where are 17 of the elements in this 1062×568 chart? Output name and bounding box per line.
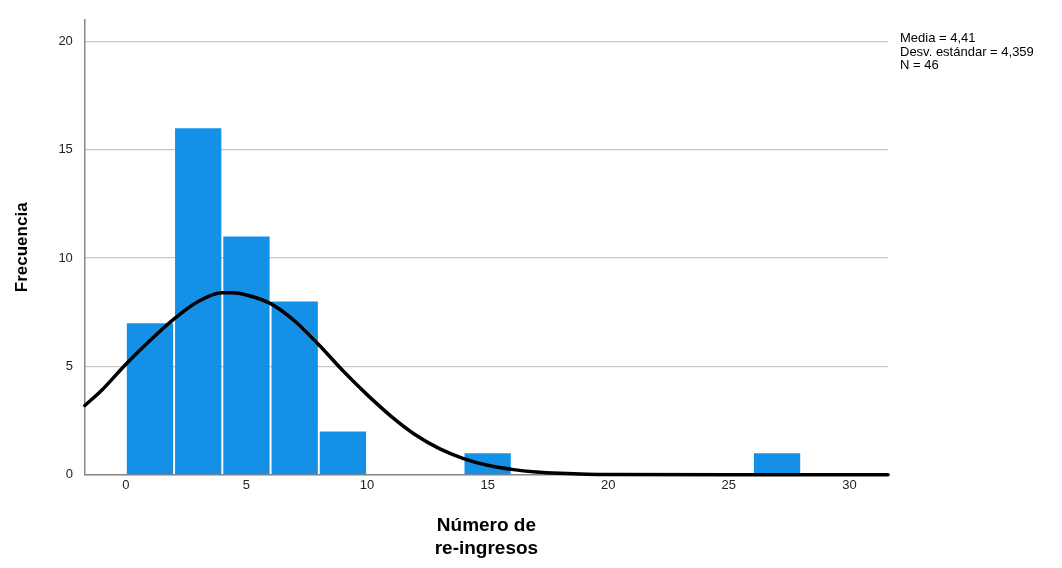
x-tick-label: 5: [242, 477, 251, 493]
text: N = 46: [900, 57, 939, 73]
y-tick-label: 10: [58, 249, 73, 265]
x-tick-label: 20: [600, 477, 616, 493]
y-tick-label: 20: [58, 33, 73, 49]
y-axis-title: Frecuencia: [11, 201, 31, 293]
text: Desv. estándar = 4,359: [900, 43, 1034, 59]
y-tick-label: 5: [65, 358, 73, 374]
x-tick-label: 25: [721, 477, 737, 493]
x-tick-label: 30: [842, 477, 857, 493]
y-tick-label: 15: [58, 141, 73, 157]
text: Media = 4,41: [900, 30, 976, 46]
x-tick-label: 10: [359, 477, 375, 493]
y-tick-label: 0: [65, 466, 73, 482]
x-axis-title: Número de re-ingresos: [434, 514, 539, 558]
x-tick-label: 15: [480, 477, 495, 493]
x-tick-label: 0: [122, 477, 130, 493]
